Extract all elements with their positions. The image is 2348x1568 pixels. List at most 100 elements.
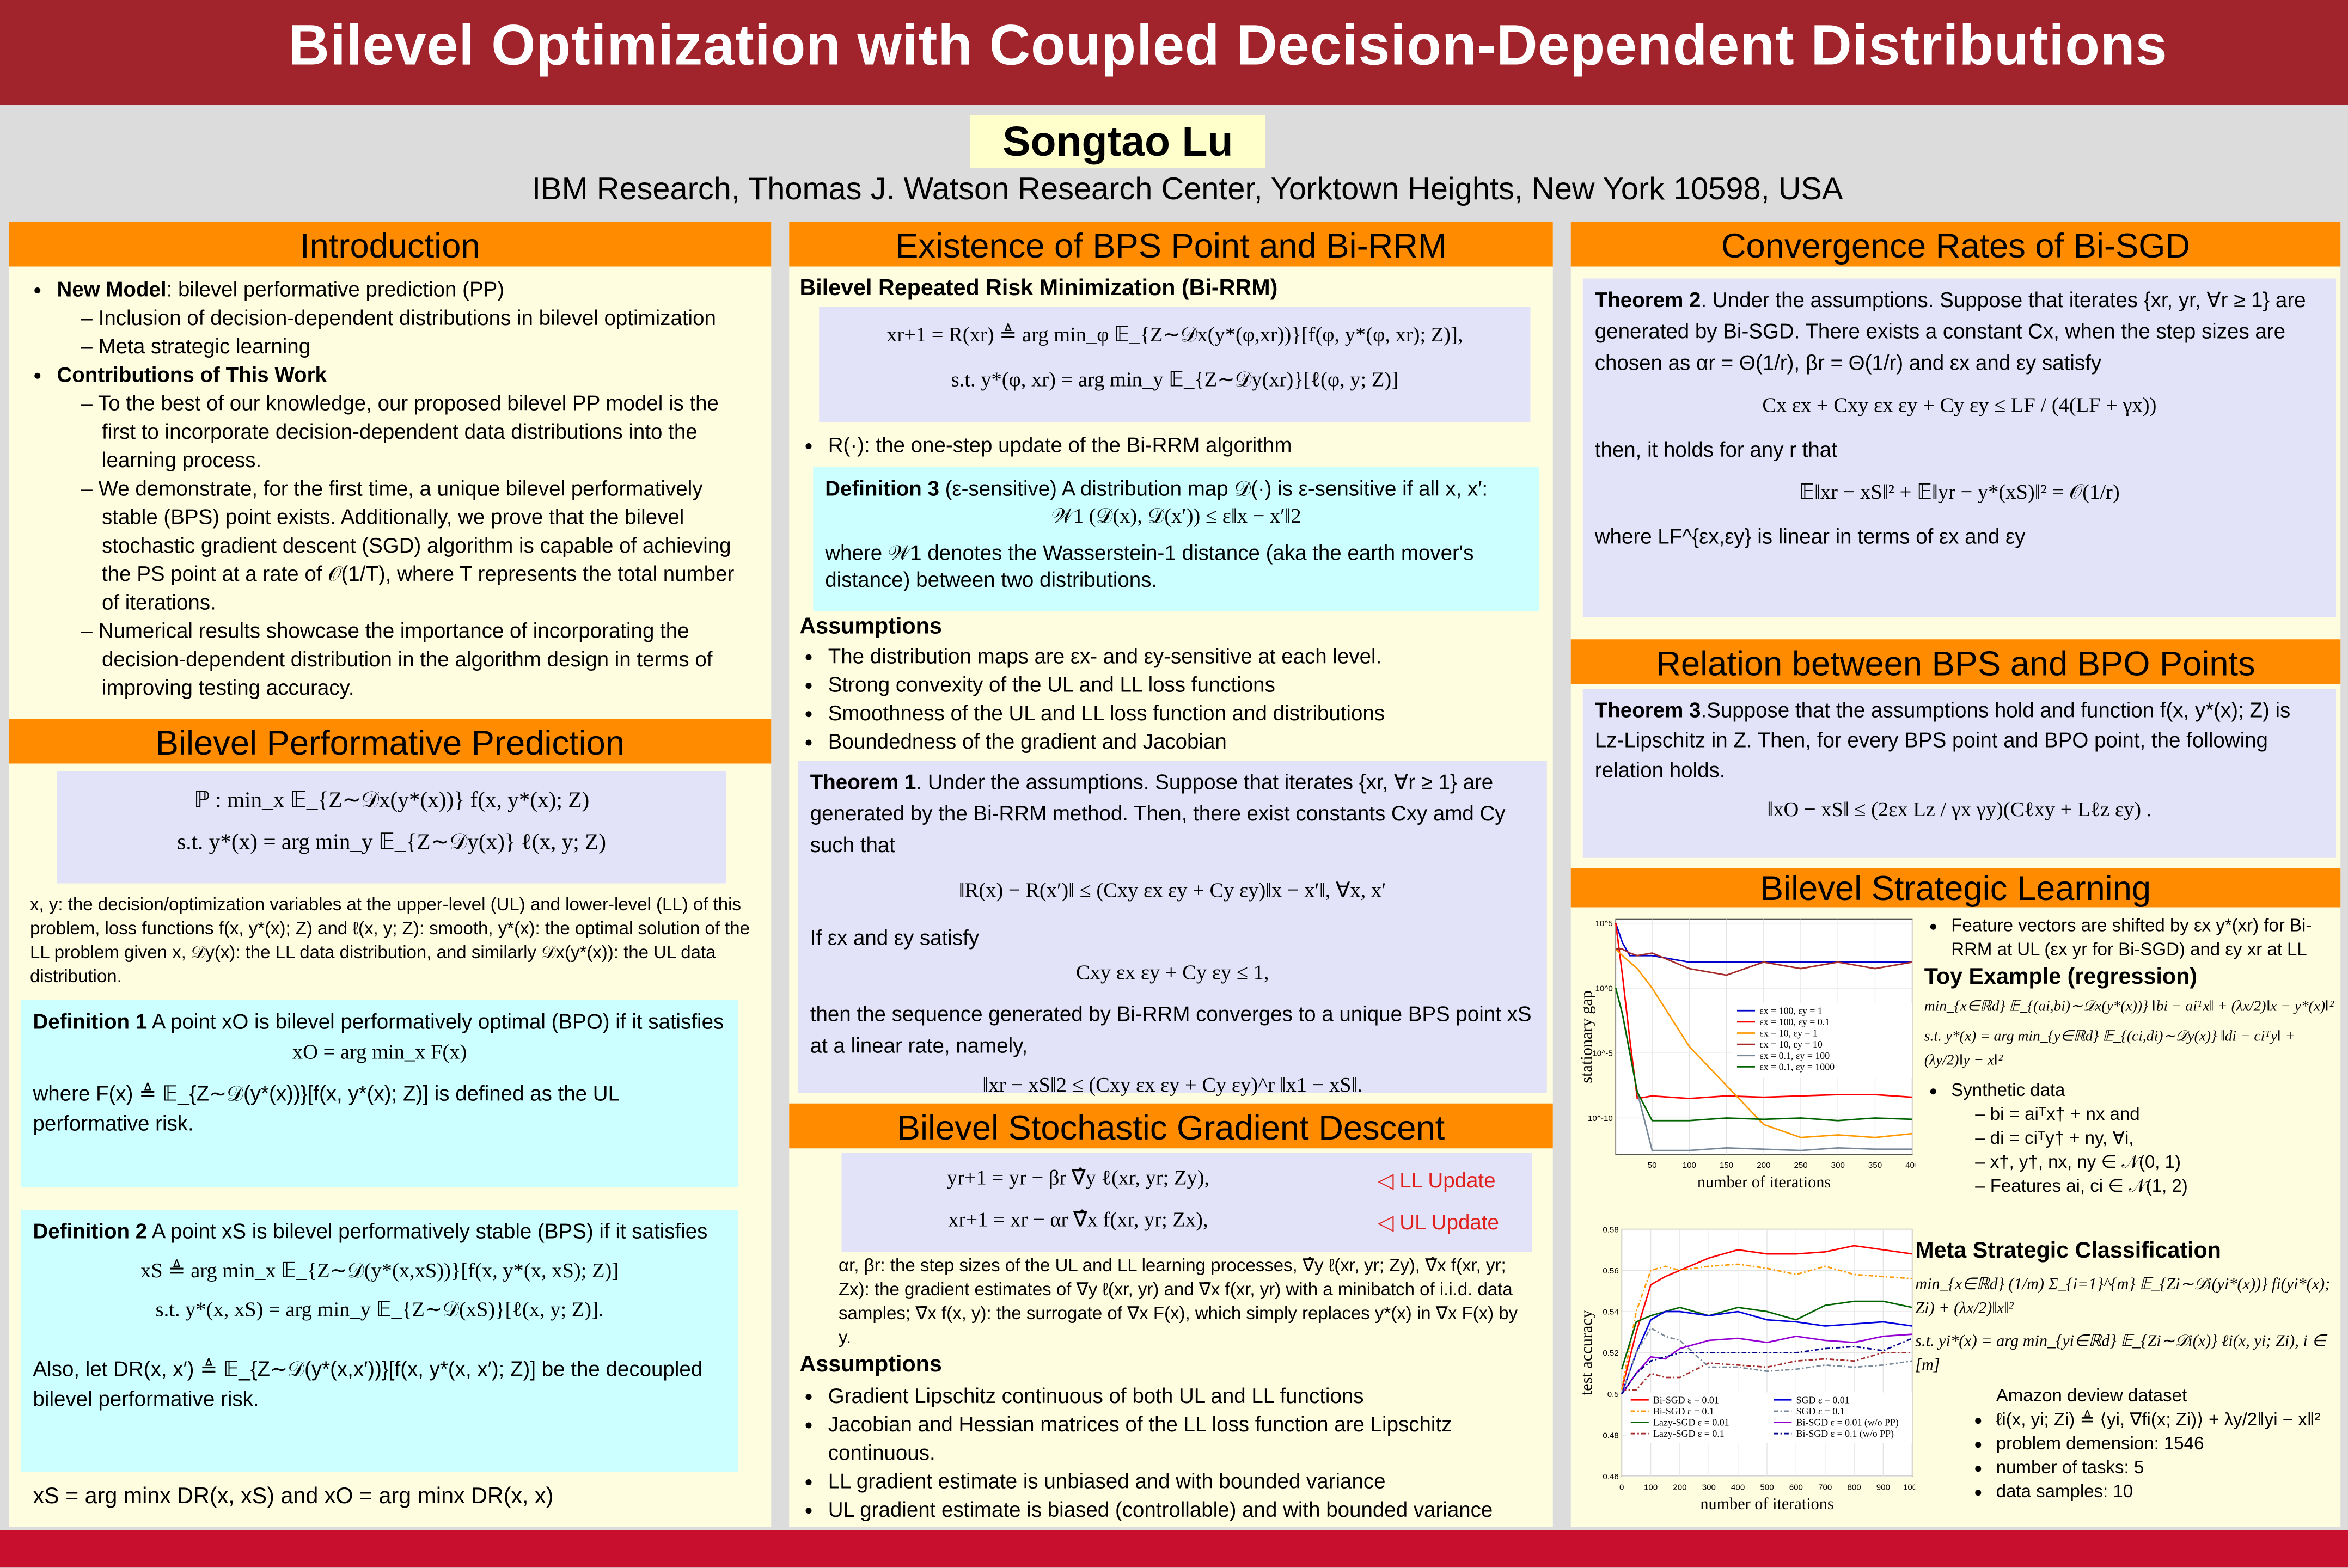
list-item: Inclusion of decision-dependent distribu… (81, 304, 756, 332)
y-tick-label: 10^0 (1595, 984, 1612, 993)
legend-label: Bi-SGD ε = 0.01 (1653, 1394, 1719, 1405)
legend-label: Bi-SGD ε = 0.1 (w/o PP) (1796, 1428, 1894, 1440)
assumptions-list: Gradient Lipschitz continuous of both UL… (801, 1382, 1550, 1524)
theorem-1: Theorem 1. Under the assumptions. Suppos… (798, 761, 1547, 1098)
equation: Cxy εx εy + Cy εy ≤ 1, (1076, 963, 1269, 985)
x-tick-label: 700 (1818, 1483, 1832, 1492)
definition-1: Definition 1 A point xO is bilevel perfo… (21, 1000, 738, 1187)
column-1: Introduction New Model: bilevel performa… (9, 222, 772, 1527)
x-tick-label: 200 (1673, 1483, 1686, 1492)
x-tick-label: 0 (1619, 1483, 1624, 1492)
equation: s.t. y*(x, xS) = arg min_y 𝔼_{Z∼𝒟(xS)}[ℓ… (155, 1300, 604, 1322)
x-tick-label: 1000 (1903, 1483, 1915, 1492)
list-item: The distribution maps are εx- and εy-sen… (828, 642, 1543, 671)
label: Theorem 1 (810, 769, 916, 794)
equation: s.t. y*(x) = arg min_{y∈ℝd} 𝔼_{(ci,di)∼𝒟… (1924, 1028, 2296, 1069)
equation: ℙ : min_x 𝔼_{Z∼𝒟x(y*(x))} f(x, y*(x); Z) (193, 789, 590, 813)
x-tick-label: 200 (1757, 1161, 1770, 1170)
affiliation: IBM Research, Thomas J. Watson Research … (532, 172, 1843, 207)
equation: ‖xO − xS‖ ≤ (2εx Lz / γx γy)(Cℓxy + Lℓz … (1767, 799, 2152, 822)
text: : bilevel performative prediction (PP) (166, 277, 505, 301)
text: Amazon deview dataset (1996, 1385, 2187, 1406)
bottom-bar (0, 1530, 2348, 1568)
label: Contributions of This Work (57, 362, 327, 387)
list-item: Smoothness of the UL and LL loss functio… (828, 699, 1543, 727)
series-line (1621, 1245, 1912, 1391)
section-header-strategic: Bilevel Strategic Learning (1570, 868, 2341, 908)
text: Synthetic data (1951, 1079, 2065, 1101)
y-tick-label: 0.54 (1603, 1308, 1618, 1317)
assumptions-list: The distribution maps are εx- and εy-sen… (801, 642, 1542, 756)
x-tick-label: 300 (1702, 1483, 1716, 1492)
meta-text: Meta Strategic Classification min_{x∈ℝd}… (1915, 1239, 2341, 1503)
equation: 𝔼‖xr − xS‖² + 𝔼‖yr − y*(xS)‖² = 𝒪(1/r) (1799, 482, 2120, 505)
x-tick-label: 250 (1794, 1161, 1807, 1170)
y-axis-label: stationary gap (1577, 990, 1595, 1083)
list-item: Strong convexity of the UL and LL loss f… (828, 671, 1543, 699)
legend-label: εx = 0.1, εy = 1000 (1759, 1061, 1835, 1072)
legend-label: Lazy-SGD ε = 0.1 (1653, 1428, 1725, 1439)
label: Theorem 2 (1594, 287, 1701, 311)
ul-update-tag: ◁ UL Update (1378, 1210, 1499, 1234)
equation: Cx εx + Cxy εx εy + Cy εy ≤ LF / (4(LF +… (1762, 395, 2157, 418)
series-line (1616, 948, 1912, 976)
title-bar (0, 0, 2348, 105)
x-tick-label: 400 (1731, 1483, 1745, 1492)
problem-formulation: ℙ : min_x 𝔼_{Z∼𝒟x(y*(x))} f(x, y*(x); Z)… (57, 771, 726, 884)
bi-rrm-subtitle: Bilevel Repeated Risk Minimization (Bi-R… (799, 275, 1278, 301)
list-item: data samples: 10 (1996, 1479, 2341, 1503)
legend-box (1626, 1392, 1912, 1443)
test-accuracy-chart: 0 100 200 300 400 500 600 700 800 900 1000 0.46 0.48… (1577, 1225, 1915, 1513)
bi-rrm-equation-box: xr+1 = R(xr) ≜ arg min_φ 𝔼_{Z∼𝒟x(y*(φ,xr… (819, 307, 1531, 422)
list-item: Meta strategic learning (81, 333, 756, 361)
strategic-text: Feature vectors are shifted by εx y*(xr)… (1924, 914, 2336, 1198)
x-axis-label: number of iterations (1697, 1173, 1831, 1191)
list-item: ℓi(x, yi; Zi) ≜ ⟨yi, ∇fi(x; Zi)⟩ + λy/2‖… (1996, 1407, 2341, 1431)
equation: s.t. yi*(x) = arg min_{yi∈ℝd} 𝔼_{Zi∼𝒟i(x… (1915, 1332, 2326, 1375)
equation: yr+1 = yr − βr ∇̂y ℓ(xr, yr; Zy), (946, 1168, 1210, 1191)
x-tick-label: 100 (1644, 1483, 1658, 1492)
author-name: Songtao Lu (970, 115, 1265, 168)
x-axis-label: number of iterations (1700, 1494, 1833, 1513)
list-item: Numerical results showcase the importanc… (81, 617, 756, 702)
series-line (1621, 1337, 1913, 1395)
list-item: Jacobian and Hessian matrices of the LL … (828, 1411, 1550, 1468)
equation: ‖R(x) − R(x′)‖ ≤ (Cxy εx εy + Cy εy)‖x −… (958, 880, 1386, 903)
list-item: number of tasks: 5 (1996, 1455, 2341, 1479)
final-equation: xS = arg minx DR(x, xS) and xO = arg min… (33, 1484, 554, 1509)
text: .Suppose that the assumptions hold and f… (1594, 697, 2291, 782)
series-line (1621, 1263, 1912, 1390)
y-tick-label: 10^-10 (1588, 1114, 1613, 1123)
x-tick-label: 400 (1905, 1161, 1915, 1170)
series-line (1615, 988, 1912, 1122)
series-line (1615, 948, 1912, 1138)
legend-label: Bi-SGD ε = 0.1 (1653, 1406, 1714, 1417)
equation: s.t. y*(x) = arg min_y 𝔼_{Z∼𝒟y(x)} ℓ(x, … (177, 831, 607, 855)
column-3: Convergence Rates of Bi-SGD Theorem 2. U… (1570, 222, 2341, 1527)
series-line (1621, 1300, 1913, 1370)
section-header-existence: Existence of BPS Point and Bi-RRM (789, 222, 1553, 267)
equation: min_{x∈ℝd} (1/m) Σ_{i=1}^{m} 𝔼_{Zi∼𝒟i(yi… (1915, 1276, 2331, 1318)
section-header-bilevel-sgd: Bilevel Stochastic Gradient Descent (789, 1103, 1553, 1149)
legend-label: Lazy-SGD ε = 0.01 (1653, 1417, 1729, 1428)
list-item: x†, y†, nx, ny ∈ 𝒩(0, 1) (1975, 1150, 2336, 1174)
intro-content: New Model: bilevel performative predicti… (30, 275, 756, 702)
poster-title: Bilevel Optimization with Coupled Decisi… (288, 15, 2168, 78)
legend-box (1732, 1003, 1912, 1078)
theorem-2: Theorem 2. Under the assumptions. Suppos… (1582, 278, 2336, 617)
equation: s.t. y*(φ, xr) = arg min_y 𝔼_{Z∼𝒟y(xr)}[… (951, 370, 1399, 393)
x-tick-label: 300 (1831, 1161, 1845, 1170)
x-tick-label: 600 (1789, 1483, 1803, 1492)
y-tick-label: 0.52 (1603, 1349, 1618, 1358)
text: Also, let DR(x, x′) ≜ 𝔼_{Z∼𝒟(y*(x,x′))}[… (33, 1356, 703, 1411)
equation: xO = arg min_x F(x) (292, 1042, 467, 1065)
definition-3: Definition 3 (ε-sensitive) A distributio… (813, 467, 1539, 611)
legend-label: Bi-SGD ε = 0.01 (w/o PP) (1796, 1417, 1899, 1429)
list-item: Boundedness of the gradient and Jacobian (828, 728, 1543, 756)
legend-label: εx = 0.1, εy = 100 (1759, 1050, 1830, 1061)
series-line (1622, 1352, 1912, 1391)
text: where LF^{εx,εy} is linear in terms of ε… (1594, 524, 2026, 548)
text: where F(x) ≜ 𝔼_{Z∼𝒟(y*(x))}[f(x, y*(x); … (33, 1081, 619, 1135)
